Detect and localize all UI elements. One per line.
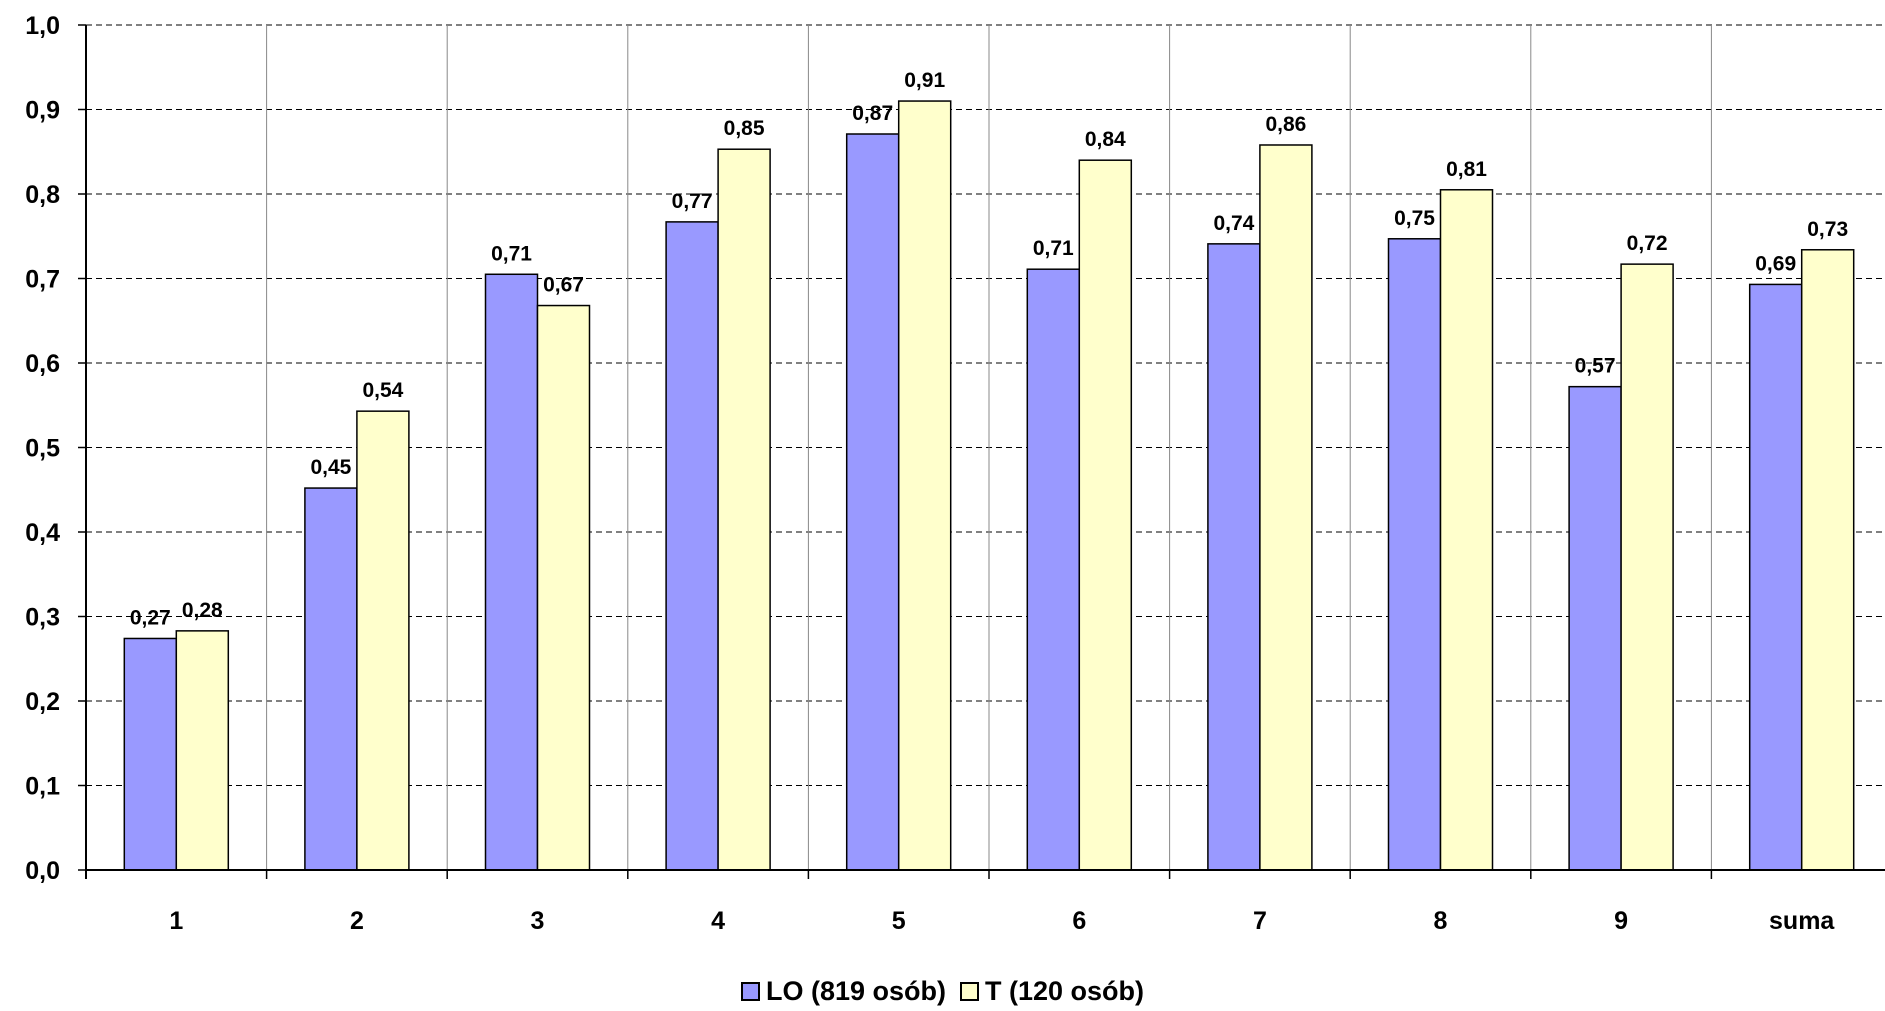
- bar: [1568, 385, 1622, 871]
- data-label: 0,87: [852, 102, 893, 125]
- x-tick-label: 3: [531, 907, 545, 935]
- bar: [1439, 189, 1494, 871]
- data-label: 0,81: [1446, 158, 1487, 181]
- y-tick-label: 0,0: [25, 857, 60, 885]
- x-tick-labels: 1 2 3 4 5 6 7 8 9 suma: [169, 907, 1835, 935]
- bar: [845, 133, 900, 871]
- data-label: 0,54: [362, 379, 403, 402]
- bar: [1207, 243, 1261, 871]
- x-tick-label: 5: [892, 907, 906, 935]
- x-tick-label: 2: [350, 907, 364, 935]
- data-label: 0,71: [491, 242, 532, 265]
- bar: [665, 221, 719, 871]
- y-tick-label: 0,8: [25, 181, 60, 209]
- legend-item-t: T (120 osób): [960, 976, 1144, 1007]
- bar: [1387, 238, 1442, 871]
- legend-label-lo: LO (819 osób): [765, 975, 946, 1006]
- y-tick-labels: 0,0 0,1 0,2 0,3 0,4 0,5 0,6 0,7 0,8 0,9 1,0: [25, 12, 60, 885]
- y-tick-label: 0,5: [25, 435, 60, 463]
- bar: [717, 148, 771, 871]
- x-tick-label: 9: [1614, 907, 1628, 935]
- bar: [175, 630, 230, 871]
- bars: [123, 100, 1855, 871]
- category-dividers: [266, 25, 1712, 870]
- data-label: 0,28: [182, 599, 223, 622]
- y-tick-label: 0,3: [25, 604, 60, 632]
- data-label: 0,85: [724, 117, 765, 140]
- legend-item-lo: LO (819 osób): [740, 975, 946, 1007]
- x-tick-label: 8: [1434, 907, 1448, 935]
- y-tick-label: 0,4: [25, 519, 60, 547]
- data-label: 0,67: [543, 274, 584, 297]
- bar: [484, 273, 539, 871]
- bar: [123, 637, 178, 871]
- legend: LO (819 osób) T (120 osób): [0, 973, 1885, 1009]
- data-label: 0,91: [904, 69, 945, 92]
- x-tick-label: 6: [1072, 907, 1086, 935]
- bar: [536, 304, 591, 871]
- legend-label-t: T (120 osób): [985, 975, 1145, 1006]
- y-tick-label: 0,6: [25, 350, 60, 378]
- y-tick-label: 1,0: [25, 12, 60, 40]
- data-label: 0,69: [1755, 252, 1796, 275]
- y-tick-label: 0,1: [25, 773, 60, 801]
- bar: [1259, 144, 1313, 871]
- x-tick-label: suma: [1769, 907, 1835, 935]
- data-label: 0,45: [310, 456, 351, 479]
- bar: [1800, 249, 1855, 871]
- legend-swatch-t: [960, 981, 979, 1001]
- y-tick-label: 0,2: [25, 688, 60, 716]
- y-tick-label: 0,9: [25, 97, 60, 125]
- legend-swatch-lo: [740, 981, 760, 1001]
- bar: [1620, 263, 1674, 871]
- bar: [356, 410, 410, 871]
- bar: [1078, 159, 1133, 871]
- bar: [897, 100, 952, 871]
- data-label: 0,57: [1575, 355, 1616, 378]
- bar: [1026, 268, 1081, 871]
- data-label: 0,77: [672, 190, 713, 213]
- data-label: 0,72: [1627, 232, 1668, 255]
- axes: [78, 24, 1885, 879]
- data-label: 0,86: [1265, 113, 1306, 136]
- x-tick-label: 1: [169, 907, 183, 935]
- x-tick-label: 7: [1253, 907, 1267, 935]
- data-label: 0,73: [1807, 218, 1848, 241]
- data-label: 0,84: [1085, 128, 1126, 151]
- data-label: 0,27: [130, 606, 171, 629]
- bar-chart: 0,0 0,1 0,2 0,3 0,4 0,5 0,6 0,7 0,8 0,9 1,0 1 2 3 4 5 6…: [25, 12, 1885, 935]
- data-label: 0,71: [1033, 237, 1074, 260]
- x-tick-label: 4: [711, 907, 725, 935]
- data-label: 0,74: [1213, 212, 1254, 235]
- bar: [1748, 283, 1803, 871]
- data-label: 0,75: [1394, 207, 1435, 230]
- bar: [304, 487, 358, 871]
- data-labels: 0,27 0,28 0,45 0,54 0,71 0,67 0,77 0,85 0,87 0,91…: [130, 69, 1848, 629]
- y-tick-label: 0,7: [25, 266, 60, 294]
